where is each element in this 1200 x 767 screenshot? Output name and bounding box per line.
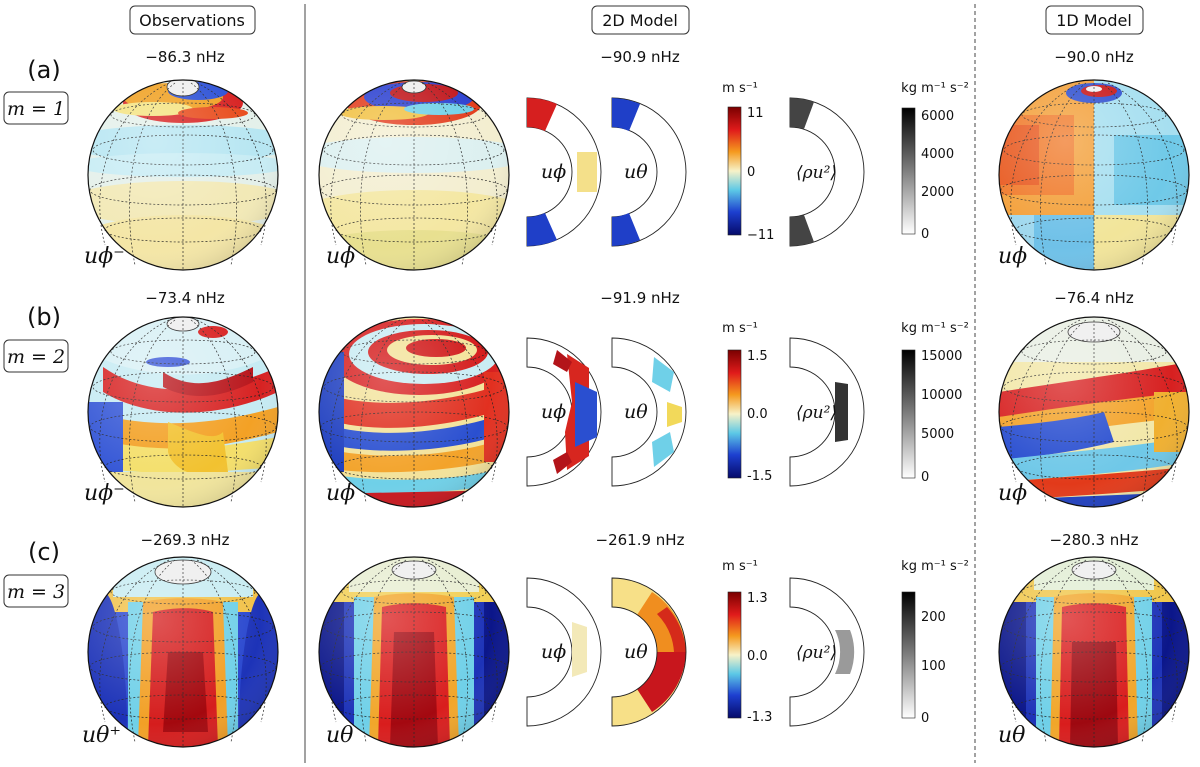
svg-text:uϕ: uϕ xyxy=(541,401,566,423)
velocity-colorbar xyxy=(727,591,742,719)
model1d-sphere xyxy=(998,556,1190,748)
model2d-sphere xyxy=(318,316,510,508)
stress-tick: 15000 xyxy=(921,349,962,364)
model1d-field-label: uθ xyxy=(998,723,1025,748)
model1d-sphere xyxy=(998,79,1190,271)
velocity-unit: m s⁻¹ xyxy=(722,321,758,336)
vel-tick-mid: 0.0 xyxy=(747,407,768,422)
stress-colorbar xyxy=(901,349,916,479)
stress-tick: 2000 xyxy=(921,185,954,200)
model1d-frequency: −76.4 nHz xyxy=(1054,289,1134,307)
svg-text:⟨ρu²⟩: ⟨ρu²⟩ xyxy=(796,163,837,183)
model2d-field-label: uϕ xyxy=(326,481,355,506)
svg-text:uθ: uθ xyxy=(624,401,648,423)
model1d-field-label: uϕ xyxy=(998,481,1027,506)
stress-tick: 0 xyxy=(921,470,929,485)
model2d-frequency: −261.9 nHz xyxy=(596,531,685,549)
obs-field-label: uθ⁺ xyxy=(82,723,121,748)
velocity-colorbar xyxy=(727,349,742,479)
slice-u-theta: uθ xyxy=(611,577,687,727)
slice-u-phi: uϕ xyxy=(526,337,602,487)
svg-text:⟨ρu²⟩: ⟨ρu²⟩ xyxy=(796,643,837,663)
stress-tick: 0 xyxy=(921,227,929,242)
header-observations: Observations xyxy=(129,5,256,35)
slice-u-phi: uϕ xyxy=(526,97,602,247)
velocity-colorbar xyxy=(727,106,742,236)
obs-frequency: −86.3 nHz xyxy=(145,48,225,66)
model1d-frequency: −90.0 nHz xyxy=(1054,48,1134,66)
stress-tick: 0 xyxy=(921,711,929,726)
mode-label: m = 1 xyxy=(7,98,65,120)
velocity-unit: m s⁻¹ xyxy=(722,559,758,574)
vel-tick-top: 1.5 xyxy=(747,349,768,364)
panel-label: (c) xyxy=(28,538,60,566)
slice-rho-u2: ⟨ρu²⟩ xyxy=(789,577,865,727)
stress-colorbar xyxy=(901,107,916,235)
vel-tick-bot: -1.3 xyxy=(747,710,772,725)
vel-tick-top: 11 xyxy=(747,106,764,121)
model2d-sphere xyxy=(318,556,510,748)
slice-rho-u2: ⟨ρu²⟩ xyxy=(789,97,865,247)
stress-unit: kg m⁻¹ s⁻² xyxy=(901,81,969,96)
vel-tick-mid: 0 xyxy=(747,165,755,180)
slice-u-phi: uϕ xyxy=(526,577,602,727)
slice-rho-u2: ⟨ρu²⟩ xyxy=(789,337,865,487)
obs-field-label: uϕ⁻ xyxy=(84,244,125,269)
vel-tick-bot: −11 xyxy=(747,228,774,243)
model2d-field-label: uϕ xyxy=(326,244,355,269)
vel-tick-top: 1.3 xyxy=(747,591,768,606)
svg-text:uθ: uθ xyxy=(624,161,648,183)
stress-colorbar xyxy=(901,591,916,719)
stress-unit: kg m⁻¹ s⁻² xyxy=(901,559,969,574)
model1d-sphere xyxy=(998,316,1190,508)
svg-text:uϕ: uϕ xyxy=(541,161,566,183)
svg-text:uθ: uθ xyxy=(624,641,648,663)
model2d-frequency: −91.9 nHz xyxy=(600,289,680,307)
slice-u-theta: uθ xyxy=(611,97,687,247)
obs-sphere xyxy=(87,316,279,508)
mode-box xyxy=(3,574,69,608)
mode-box xyxy=(3,91,69,125)
mode-label: m = 3 xyxy=(7,581,65,603)
mode-label: m = 2 xyxy=(7,346,65,368)
stress-tick: 6000 xyxy=(921,109,954,124)
row-b: (b) m = 2 −73.4 nHz uϕ⁻ −91.9 nHz uϕ uϕ … xyxy=(3,289,1190,508)
panel-label: (b) xyxy=(27,303,61,331)
obs-frequency: −269.3 nHz xyxy=(141,531,230,549)
stress-tick: 5000 xyxy=(921,427,954,442)
panel-label: (a) xyxy=(27,56,60,84)
svg-text:Observations: Observations xyxy=(139,11,245,30)
model1d-frequency: −280.3 nHz xyxy=(1050,531,1139,549)
svg-text:uϕ: uϕ xyxy=(541,641,566,663)
stress-unit: kg m⁻¹ s⁻² xyxy=(901,321,969,336)
stress-tick: 100 xyxy=(921,659,946,674)
mode-box xyxy=(3,339,69,373)
row-c: (c) m = 3 −269.3 nHz uθ⁺ −261.9 nHz uθ u… xyxy=(3,531,1190,748)
slice-u-theta: uθ xyxy=(611,337,687,487)
model2d-field-label: uθ xyxy=(326,723,353,748)
svg-text:1D Model: 1D Model xyxy=(1056,11,1132,30)
header-1d-model: 1D Model xyxy=(1045,5,1144,35)
vel-tick-bot: -1.5 xyxy=(747,469,772,484)
model2d-frequency: −90.9 nHz xyxy=(600,48,680,66)
stress-tick: 4000 xyxy=(921,147,954,162)
svg-text:⟨ρu²⟩: ⟨ρu²⟩ xyxy=(796,403,837,423)
velocity-unit: m s⁻¹ xyxy=(722,81,758,96)
vel-tick-mid: 0.0 xyxy=(747,649,768,664)
obs-frequency: −73.4 nHz xyxy=(145,289,225,307)
model1d-field-label: uϕ xyxy=(998,244,1027,269)
row-a: (a) m = 1 −86.3 nHz uϕ⁻ −90.9 nHz uϕ uϕ … xyxy=(3,48,1190,280)
obs-field-label: uϕ⁻ xyxy=(84,481,125,506)
header-2d-model: 2D Model xyxy=(591,5,690,35)
svg-text:2D Model: 2D Model xyxy=(602,11,678,30)
stress-tick: 200 xyxy=(921,610,946,625)
stress-tick: 10000 xyxy=(921,388,962,403)
obs-sphere xyxy=(87,556,279,748)
